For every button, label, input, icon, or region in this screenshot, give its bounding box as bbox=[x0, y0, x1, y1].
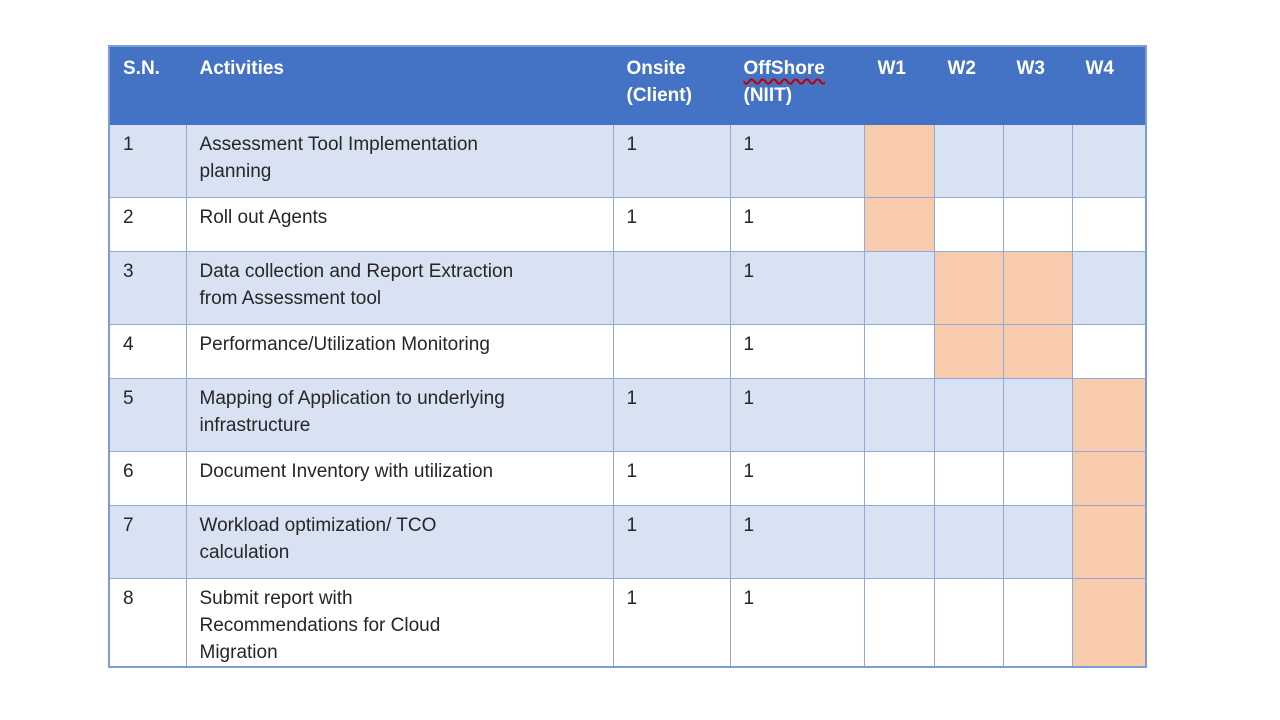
week-cell-w1 bbox=[863, 323, 935, 379]
onsite-cell bbox=[612, 250, 731, 325]
week-cell-w4 bbox=[1071, 123, 1147, 198]
offshore-header-label: OffShore bbox=[743, 58, 825, 79]
week-cell-w2 bbox=[933, 196, 1004, 252]
activity-cell: Submit report with Recommendations for C… bbox=[185, 577, 614, 667]
table-row: 7 Workload optimization/ TCO calculation… bbox=[108, 504, 1147, 579]
week-cell-w1 bbox=[863, 196, 935, 252]
week-cell-w1 bbox=[863, 123, 935, 198]
onsite-cell: 1 bbox=[612, 577, 731, 667]
onsite-cell: 1 bbox=[612, 123, 731, 198]
week-cell-w4 bbox=[1071, 504, 1147, 579]
activity-cell: Document Inventory with utilization bbox=[185, 450, 614, 506]
col-header-w2: W2 bbox=[933, 45, 1004, 125]
week-cell-w4 bbox=[1071, 196, 1147, 252]
sn-cell: 7 bbox=[108, 504, 187, 579]
week-cell-w1 bbox=[863, 377, 935, 452]
onsite-cell: 1 bbox=[612, 504, 731, 579]
col-header-w3: W3 bbox=[1002, 45, 1073, 125]
header-row: S.N. Activities Onsite (Client) OffShore… bbox=[108, 45, 1147, 125]
week-cell-w2 bbox=[933, 123, 1004, 198]
week-cell-w1 bbox=[863, 250, 935, 325]
sn-cell: 6 bbox=[108, 450, 187, 506]
onsite-header-line1: Onsite bbox=[626, 58, 686, 79]
offshore-cell: 1 bbox=[729, 377, 865, 452]
week-cell-w3 bbox=[1002, 377, 1073, 452]
offshore-cell: 1 bbox=[729, 123, 865, 198]
sn-cell: 8 bbox=[108, 577, 187, 667]
offshore-cell: 1 bbox=[729, 450, 865, 506]
week-cell-w4 bbox=[1071, 377, 1147, 452]
week-cell-w4 bbox=[1071, 250, 1147, 325]
week-cell-w4 bbox=[1071, 323, 1147, 379]
week-cell-w1 bbox=[863, 504, 935, 579]
week-cell-w2 bbox=[933, 577, 1004, 667]
activity-cell: Workload optimization/ TCO calculation bbox=[185, 504, 614, 579]
table-row: 8 Submit report with Recommendations for… bbox=[108, 577, 1147, 667]
week-cell-w3 bbox=[1002, 250, 1073, 325]
offshore-header-line2: (NIIT) bbox=[743, 85, 793, 106]
col-header-offshore: OffShore (NIIT) bbox=[729, 45, 865, 125]
sn-cell: 3 bbox=[108, 250, 187, 325]
week-cell-w1 bbox=[863, 577, 935, 667]
table-row: 2 Roll out Agents 1 1 bbox=[108, 196, 1147, 252]
offshore-cell: 1 bbox=[729, 504, 865, 579]
onsite-cell bbox=[612, 323, 731, 379]
week-cell-w4 bbox=[1071, 450, 1147, 506]
week-cell-w2 bbox=[933, 504, 1004, 579]
week-cell-w3 bbox=[1002, 123, 1073, 198]
col-header-w1: W1 bbox=[863, 45, 935, 125]
offshore-cell: 1 bbox=[729, 196, 865, 252]
activity-cell: Data collection and Report Extraction fr… bbox=[185, 250, 614, 325]
activity-cell: Roll out Agents bbox=[185, 196, 614, 252]
week-cell-w2 bbox=[933, 323, 1004, 379]
week-cell-w2 bbox=[933, 377, 1004, 452]
sn-cell: 2 bbox=[108, 196, 187, 252]
col-header-sn: S.N. bbox=[108, 45, 187, 125]
sn-cell: 5 bbox=[108, 377, 187, 452]
table-row: 5 Mapping of Application to underlying i… bbox=[108, 377, 1147, 452]
week-cell-w2 bbox=[933, 450, 1004, 506]
onsite-cell: 1 bbox=[612, 196, 731, 252]
offshore-cell: 1 bbox=[729, 577, 865, 667]
onsite-header-line2: (Client) bbox=[626, 85, 692, 106]
table-row: 3 Data collection and Report Extraction … bbox=[108, 250, 1147, 325]
week-cell-w3 bbox=[1002, 323, 1073, 379]
week-cell-w2 bbox=[933, 250, 1004, 325]
sn-cell: 1 bbox=[108, 123, 187, 198]
week-cell-w3 bbox=[1002, 196, 1073, 252]
onsite-cell: 1 bbox=[612, 377, 731, 452]
col-header-w4: W4 bbox=[1071, 45, 1147, 125]
week-cell-w4 bbox=[1071, 577, 1147, 667]
activity-cell: Assessment Tool Implementation planning bbox=[185, 123, 614, 198]
week-cell-w3 bbox=[1002, 450, 1073, 506]
activities-plan-table: S.N. Activities Onsite (Client) OffShore… bbox=[108, 45, 1147, 668]
week-cell-w3 bbox=[1002, 504, 1073, 579]
table-row: 6 Document Inventory with utilization 1 … bbox=[108, 450, 1147, 506]
col-header-activities: Activities bbox=[185, 45, 614, 125]
col-header-onsite: Onsite (Client) bbox=[612, 45, 731, 125]
offshore-cell: 1 bbox=[729, 323, 865, 379]
table-row: 1 Assessment Tool Implementation plannin… bbox=[108, 123, 1147, 198]
onsite-cell: 1 bbox=[612, 450, 731, 506]
table-row: 4 Performance/Utilization Monitoring 1 bbox=[108, 323, 1147, 379]
week-cell-w1 bbox=[863, 450, 935, 506]
activity-cell: Performance/Utilization Monitoring bbox=[185, 323, 614, 379]
offshore-cell: 1 bbox=[729, 250, 865, 325]
week-cell-w3 bbox=[1002, 577, 1073, 667]
activity-cell: Mapping of Application to underlying inf… bbox=[185, 377, 614, 452]
sn-cell: 4 bbox=[108, 323, 187, 379]
